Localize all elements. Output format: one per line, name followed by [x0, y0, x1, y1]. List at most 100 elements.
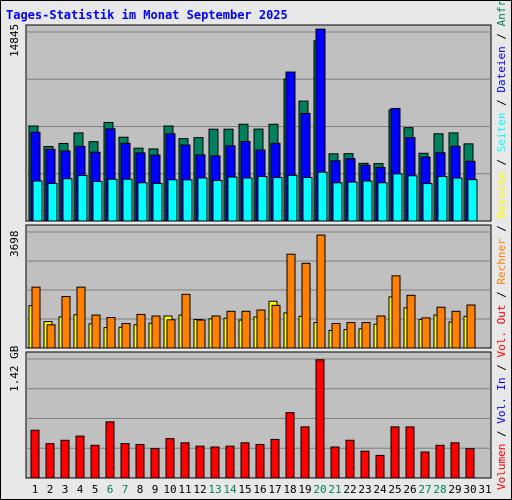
bar-rechner-day-26 [406, 294, 416, 349]
bar-seiten-day-4 [77, 175, 88, 222]
x-tick-label: 10 [163, 483, 176, 496]
bar-volumen-day-3 [60, 439, 70, 479]
bar-rechner-day-5 [91, 314, 101, 349]
bar-rechner-day-4 [76, 286, 86, 349]
x-tick-label: 20 [313, 483, 326, 496]
legend-separator: / [495, 93, 508, 113]
x-tick-label: 2 [47, 483, 54, 496]
bar-rechner-day-21 [331, 323, 341, 349]
bar-volumen-day-9 [150, 448, 160, 479]
x-tick-label: 6 [107, 483, 114, 496]
bar-rechner-day-15 [241, 310, 251, 349]
bar-seiten-day-8 [137, 182, 148, 222]
x-tick-label: 23 [358, 483, 371, 496]
bar-rechner-day-3 [61, 296, 71, 349]
y-max-label: 14845 [8, 24, 21, 57]
legend-item: Anfragen [495, 0, 508, 26]
x-tick-label: 24 [373, 483, 387, 496]
x-tick-label: 31 [478, 483, 491, 496]
bar-rechner-day-17 [271, 304, 281, 349]
bar-rechner-day-13 [211, 315, 221, 349]
right-legend: Volumen / Vol. In / Vol. Out / Rechner /… [495, 0, 508, 490]
bar-seiten-day-27 [422, 183, 433, 222]
bar-seiten-day-6 [107, 178, 118, 222]
bar-volumen-day-8 [135, 443, 145, 479]
bar-volumen-day-5 [90, 444, 100, 479]
bar-seiten-day-18 [287, 174, 298, 222]
bar-volumen-day-11 [180, 442, 190, 479]
bar-volumen-day-25 [390, 426, 400, 479]
bar-volumen-day-17 [270, 438, 280, 479]
bar-volumen-day-22 [345, 439, 355, 479]
legend-item: Seiten [495, 112, 508, 152]
bar-rechner-day-1 [31, 286, 41, 349]
bar-volumen-day-16 [255, 443, 265, 479]
bar-seiten-day-13 [212, 180, 223, 222]
bar-seiten-day-15 [242, 177, 253, 222]
legend-item: Rechner [495, 238, 508, 285]
legend-item: Vol. In [495, 377, 508, 423]
bar-volumen-day-1 [30, 429, 40, 479]
bar-seiten-day-14 [227, 176, 238, 222]
bar-seiten-day-23 [362, 180, 373, 222]
legend-separator: / [495, 26, 508, 46]
bar-seiten-day-30 [467, 179, 478, 222]
bar-seiten-day-26 [407, 175, 418, 222]
x-tick-label: 14 [223, 483, 237, 496]
bar-volumen-day-20 [315, 359, 325, 479]
x-tick-label: 30 [463, 483, 476, 496]
chart-title: Tages-Statistik im Monat September 2025 [6, 8, 288, 22]
x-tick-label: 9 [152, 483, 159, 496]
bar-seiten-day-16 [257, 176, 268, 222]
bar-seiten-day-7 [122, 178, 133, 222]
bar-seiten-day-28 [437, 176, 448, 222]
bar-seiten-day-25 [392, 173, 403, 222]
bar-volumen-day-27 [420, 451, 430, 479]
legend-separator: / [495, 152, 508, 172]
bar-rechner-day-12 [196, 319, 206, 349]
x-tick-label: 27 [418, 483, 431, 496]
x-tick-label: 8 [137, 483, 144, 496]
x-tick-label: 29 [448, 483, 461, 496]
bar-seiten-day-10 [167, 179, 178, 222]
bar-seiten-day-2 [47, 182, 58, 222]
bar-volumen-day-28 [435, 444, 445, 479]
bar-volumen-day-19 [300, 426, 310, 479]
bar-seiten-day-21 [332, 182, 343, 222]
bar-volumen-day-15 [240, 442, 250, 479]
bar-volumen-day-6 [105, 421, 115, 479]
bar-volumen-day-7 [120, 443, 130, 479]
x-tick-label: 15 [238, 483, 251, 496]
bar-volumen-day-24 [375, 454, 385, 479]
x-tick-label: 22 [343, 483, 356, 496]
bar-rechner-day-23 [361, 322, 371, 349]
bar-rechner-day-2 [46, 324, 56, 349]
bar-rechner-day-28 [436, 306, 446, 349]
legend-separator: / [495, 218, 508, 238]
x-tick-label: 4 [77, 483, 84, 496]
bar-rechner-day-16 [256, 309, 266, 349]
x-tick-label: 11 [178, 483, 191, 496]
bar-rechner-day-24 [376, 315, 386, 349]
bar-rechner-day-30 [466, 304, 476, 349]
bar-volumen-day-4 [75, 435, 85, 479]
bar-seiten-day-22 [347, 181, 358, 222]
bar-rechner-day-8 [136, 313, 146, 349]
legend-item: Vol. Out [495, 305, 508, 358]
x-tick-label: 7 [122, 483, 129, 496]
x-tick-label: 1 [32, 483, 39, 496]
x-tick-label: 5 [92, 483, 99, 496]
x-tick-label: 19 [298, 483, 311, 496]
bar-seiten-day-3 [62, 178, 73, 222]
y-max-label: 1.42 GB [8, 345, 21, 392]
x-tick-label: 26 [403, 483, 416, 496]
x-tick-label: 16 [253, 483, 266, 496]
legend-item: Besuche [495, 172, 508, 218]
bar-rechner-day-6 [106, 317, 116, 349]
bar-volumen-day-23 [360, 450, 370, 479]
bar-seiten-day-11 [182, 179, 193, 222]
bar-volumen-day-21 [330, 446, 340, 479]
bar-volumen-day-10 [165, 438, 175, 479]
legend-separator: / [495, 358, 508, 378]
